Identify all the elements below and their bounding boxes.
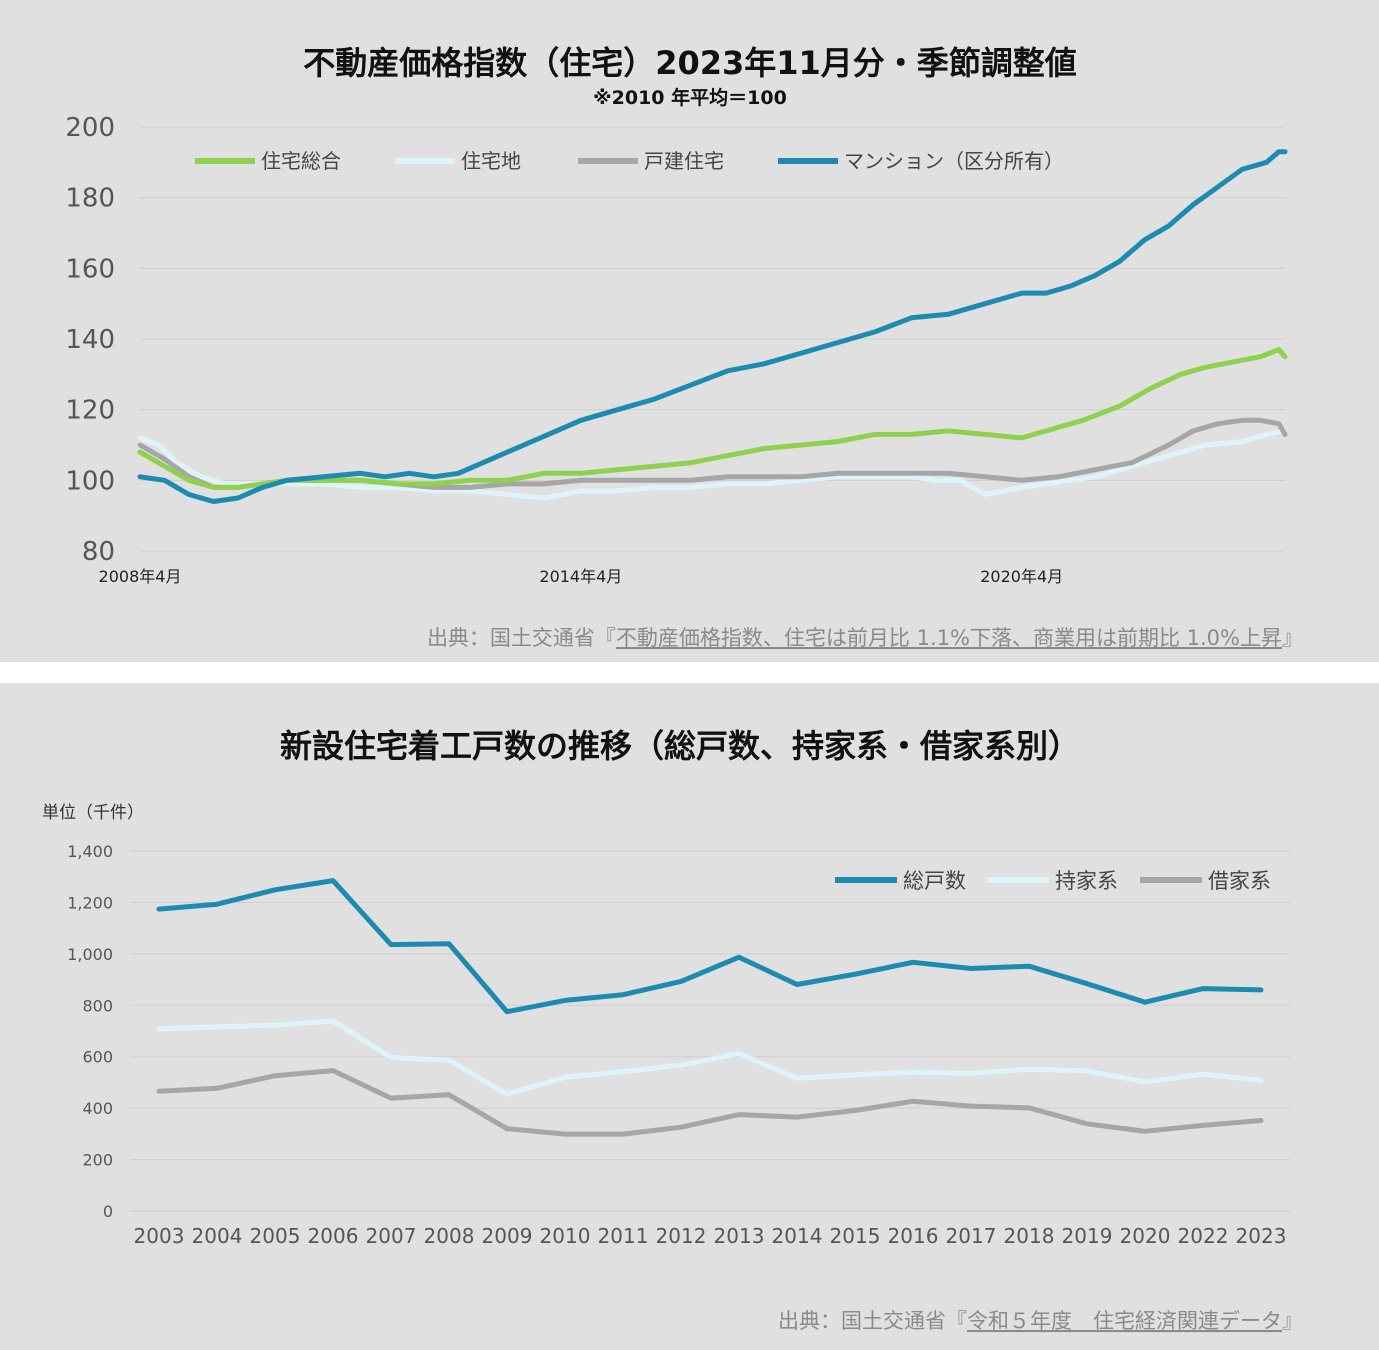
x-tick-label: 2014年4月 bbox=[539, 567, 622, 586]
price-index-gridlines bbox=[140, 126, 1285, 552]
y-tick-label: 0 bbox=[103, 1202, 113, 1221]
x-tick-label: 2009 bbox=[482, 1224, 533, 1248]
series-line-2 bbox=[137, 428, 1288, 501]
unit-label: 単位（千件） bbox=[42, 803, 144, 823]
x-tick-label: 2003 bbox=[134, 1224, 185, 1248]
x-tick-label: 2008年4月 bbox=[99, 567, 182, 586]
x-tick-label: 2022 bbox=[1178, 1224, 1229, 1248]
source-link[interactable]: 令和５年度 住宅経済関連データ bbox=[967, 1309, 1282, 1333]
y-tick-label: 1,400 bbox=[67, 842, 113, 861]
x-tick-label: 2004 bbox=[192, 1224, 243, 1248]
price-index-series bbox=[137, 149, 1288, 504]
price-index-subtitle: ※2010 年平均＝100 bbox=[593, 86, 787, 109]
x-tick-label: 2005 bbox=[250, 1224, 301, 1248]
y-tick-label: 400 bbox=[82, 1099, 113, 1118]
legend-label: 戸建住宅 bbox=[644, 149, 724, 173]
x-tick-label: 2018 bbox=[1004, 1224, 1055, 1248]
x-tick-label: 2012 bbox=[656, 1224, 707, 1248]
x-tick-label: 2016 bbox=[888, 1224, 939, 1248]
y-tick-label: 200 bbox=[82, 1151, 113, 1170]
housing-starts-gridlines bbox=[130, 850, 1290, 1212]
x-tick-label: 2017 bbox=[946, 1224, 997, 1248]
x-tick-label: 2023 bbox=[1236, 1224, 1287, 1248]
legend-label: 住宅総合 bbox=[261, 149, 341, 173]
source-suffix: 』 bbox=[1282, 1309, 1303, 1333]
housing-starts-y-axis: 0 200 400 600 800 1,000 1,200 1,400 bbox=[67, 842, 113, 1221]
legend-label: 総戸数 bbox=[903, 869, 966, 893]
source-prefix: 出典：国土交通省『 bbox=[778, 1309, 967, 1333]
source-prefix: 出典：国土交通省『 bbox=[427, 626, 616, 650]
y-tick-label: 600 bbox=[82, 1048, 113, 1067]
x-tick-label: 2006 bbox=[308, 1224, 359, 1248]
y-tick-label: 800 bbox=[82, 996, 113, 1015]
series-line-2 bbox=[156, 1018, 1264, 1097]
y-tick-label: 1,200 bbox=[67, 893, 113, 912]
y-tick-label: 120 bbox=[65, 396, 115, 426]
price-index-title: 不動産価格指数（住宅）2023年11月分・季節調整値 bbox=[303, 44, 1077, 82]
x-tick-label: 2020年4月 bbox=[980, 567, 1063, 586]
y-tick-label: 200 bbox=[65, 113, 115, 143]
legend-label: 住宅地 bbox=[461, 149, 521, 173]
housing-starts-source: 出典：国土交通省『令和５年度 住宅経済関連データ』 bbox=[778, 1309, 1303, 1333]
series-line-1 bbox=[156, 878, 1264, 1015]
source-link[interactable]: 不動産価格指数、住宅は前月比 1.1%下落、商業用は前期比 1.0%上昇 bbox=[616, 626, 1282, 650]
x-tick-label: 2011 bbox=[598, 1224, 649, 1248]
legend-label: 持家系 bbox=[1055, 869, 1118, 893]
y-tick-label: 100 bbox=[65, 466, 115, 496]
housing-starts-series bbox=[156, 878, 1264, 1137]
legend-label: マンション（区分所有） bbox=[844, 149, 1064, 173]
price-index-y-axis: 80 100 120 140 160 180 200 bbox=[65, 113, 115, 567]
housing-starts-panel bbox=[0, 683, 1379, 1350]
x-tick-label: 2010 bbox=[540, 1224, 591, 1248]
y-tick-label: 1,000 bbox=[67, 945, 113, 964]
y-tick-label: 180 bbox=[65, 184, 115, 214]
y-tick-label: 160 bbox=[65, 254, 115, 284]
housing-starts-x-axis: 2003 2004 2005 2006 2007 2008 2009 2010 2011 2012… bbox=[134, 1224, 1287, 1248]
x-tick-label: 2019 bbox=[1062, 1224, 1113, 1248]
y-tick-label: 80 bbox=[82, 537, 115, 567]
price-index-x-axis: 2008年4月 2014年4月 2020年4月 bbox=[99, 567, 1064, 586]
x-tick-label: 2008 bbox=[424, 1224, 475, 1248]
x-tick-label: 2013 bbox=[714, 1224, 765, 1248]
price-index-legend: 住宅総合 住宅地 戸建住宅 マンション（区分所有） bbox=[195, 149, 1064, 173]
x-tick-label: 2014 bbox=[772, 1224, 823, 1248]
housing-starts-title: 新設住宅着工戸数の推移（総戸数、持家系・借家系別） bbox=[280, 727, 1080, 765]
housing-starts-legend: 総戸数 持家系 借家系 bbox=[835, 869, 1271, 893]
price-index-source: 出典：国土交通省『不動産価格指数、住宅は前月比 1.1%下落、商業用は前期比 1… bbox=[427, 626, 1303, 650]
legend-label: 借家系 bbox=[1208, 869, 1271, 893]
y-tick-label: 140 bbox=[65, 325, 115, 355]
x-tick-label: 2015 bbox=[830, 1224, 881, 1248]
series-line-4 bbox=[137, 149, 1288, 504]
series-line-3 bbox=[156, 1068, 1264, 1137]
price-index-panel bbox=[0, 0, 1379, 662]
x-tick-label: 2007 bbox=[366, 1224, 417, 1248]
housing-starts-chart: 新設住宅着工戸数の推移（総戸数、持家系・借家系別） 単位（千件） 0 200 400… bbox=[42, 727, 1303, 1333]
x-tick-label: 2020 bbox=[1120, 1224, 1171, 1248]
source-suffix: 』 bbox=[1282, 626, 1303, 650]
price-index-chart: 不動産価格指数（住宅）2023年11月分・季節調整値 ※2010 年平均＝100… bbox=[65, 44, 1303, 650]
